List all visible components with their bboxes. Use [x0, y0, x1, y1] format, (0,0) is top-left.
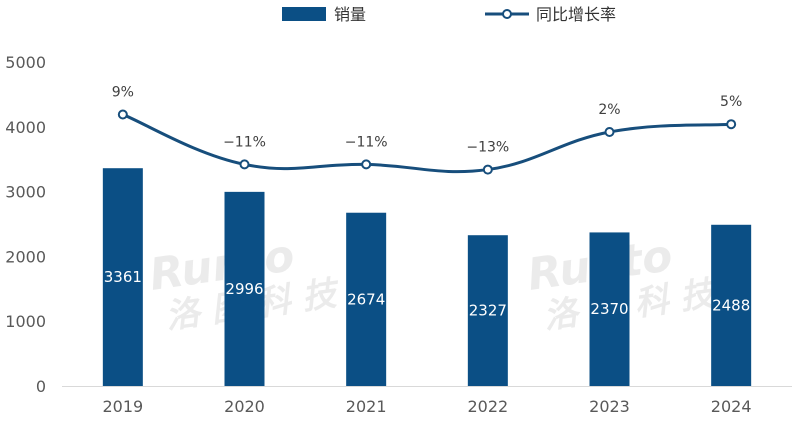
x-tick-label: 2019 [102, 397, 143, 416]
x-tick-label: 2023 [589, 397, 630, 416]
growth-rate-label: 2% [598, 102, 620, 118]
bar [467, 235, 508, 386]
y-tick-label: 4000 [5, 118, 46, 137]
x-tick-label: 2024 [711, 397, 752, 416]
y-axis: 0 1000 2000 3000 4000 5000 [5, 53, 46, 396]
y-tick-label: 1000 [5, 312, 46, 331]
growth-rate-point [604, 126, 615, 137]
growth-rate-label: −11% [223, 134, 266, 150]
bars: 3361 2996 2674 2327 2370 2488 [102, 168, 752, 386]
legend: 销量 同比增长率 [282, 5, 616, 24]
legend-line-marker [502, 9, 512, 19]
bar-value-label: 2996 [225, 280, 263, 298]
growth-rate-point [482, 164, 493, 175]
growth-rate-line [122, 113, 732, 174]
growth-line-layer: 9% −11% −11% −13% 2% 5% [112, 84, 742, 175]
growth-rate-point [239, 159, 250, 170]
bar-value-label: 2674 [347, 290, 385, 308]
growth-rate-label: 5% [720, 94, 742, 110]
bar [346, 212, 387, 386]
bar [102, 168, 143, 386]
growth-rate-point [361, 159, 372, 170]
legend-line-label: 同比增长率 [536, 5, 616, 24]
x-axis: 2019 2020 2021 2022 2023 2024 [62, 386, 792, 416]
x-tick-label: 2022 [467, 397, 508, 416]
growth-rate-point [726, 119, 737, 130]
growth-rate-point [117, 109, 128, 120]
bar [711, 224, 752, 386]
legend-bar-swatch [282, 7, 326, 21]
bar-value-label: 3361 [104, 268, 142, 286]
bar-value-label: 2370 [590, 300, 628, 318]
y-tick-label: 5000 [5, 53, 46, 72]
growth-rate-label: −13% [466, 140, 509, 156]
y-tick-label: 3000 [5, 183, 46, 202]
bar [224, 191, 265, 386]
growth-rate-label: 9% [112, 84, 134, 100]
x-tick-label: 2020 [224, 397, 265, 416]
x-tick-label: 2021 [346, 397, 387, 416]
bar-value-label: 2327 [469, 302, 507, 320]
growth-rate-label: −11% [345, 134, 388, 150]
y-tick-label: 0 [36, 377, 46, 396]
legend-bar-label: 销量 [334, 5, 366, 24]
bar-value-label: 2488 [712, 296, 750, 314]
y-tick-label: 2000 [5, 247, 46, 266]
bar [589, 232, 630, 386]
